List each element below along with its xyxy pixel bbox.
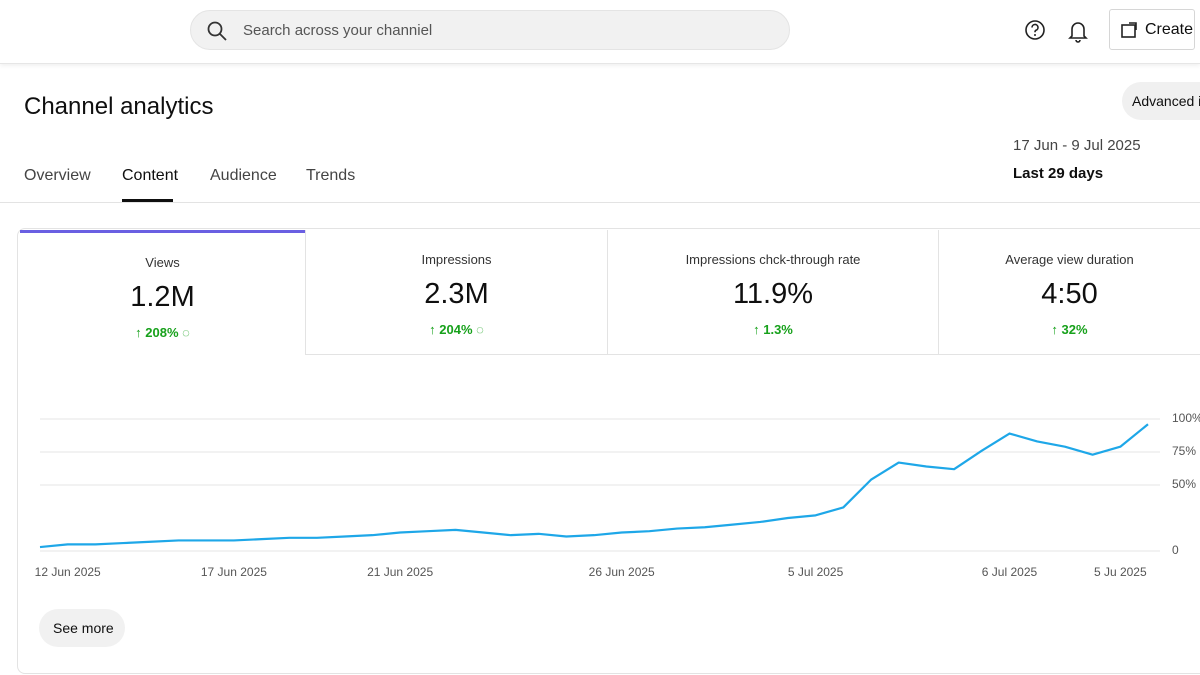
create-button[interactable]: Create (1109, 9, 1195, 50)
tab[interactable]: Content (122, 167, 179, 184)
create-label: Create (1145, 21, 1194, 38)
advanced-label: Advanced i (1132, 93, 1200, 109)
metric-label: Impressions chck-through rate (685, 252, 861, 267)
metric-label: Views (145, 255, 180, 270)
analytics-panel (17, 228, 1200, 674)
metric-value: 11.9% (732, 278, 814, 310)
x-tick-label: 5 Ju 2025 (1094, 565, 1147, 579)
page-title: Channel analytics (24, 93, 214, 120)
divider (0, 202, 1200, 203)
tab[interactable]: Trends (306, 167, 356, 184)
metric-change: ↑ 208% ◌ (135, 325, 190, 340)
y-tick-label: 0 (1172, 543, 1179, 557)
tab[interactable]: Audience (210, 167, 277, 184)
metric-card[interactable]: Average view duration 4:50 ↑ 32% (938, 230, 1200, 355)
search-box[interactable]: Search across your channiel (190, 10, 790, 50)
metric-label: Average view duration (1005, 252, 1134, 267)
metric-change: ↑ 32% (1051, 322, 1088, 337)
metric-change: ↑ 1.3% (753, 322, 793, 337)
metric-change: ↑ 204% ◌ (429, 322, 484, 337)
see-more-label: See more (53, 620, 114, 636)
tab[interactable]: Overview (24, 167, 91, 184)
date-range[interactable]: 17 Jun - 9 Jul 2025 (1013, 137, 1141, 154)
search-icon (207, 21, 227, 41)
notification-icon[interactable] (1067, 19, 1089, 43)
y-tick-label: 75% (1172, 444, 1196, 458)
metric-card[interactable]: Impressions 2.3M ↑ 204% ◌ (305, 230, 607, 355)
x-tick-label: 5 Jul 2025 (788, 565, 844, 579)
advanced-button[interactable]: Advanced i (1122, 82, 1200, 120)
metric-change-value: 32% (1061, 322, 1088, 337)
metric-card[interactable]: Views 1.2M ↑ 208% ◌ (20, 230, 305, 355)
x-tick-label: 17 Jun 2025 (201, 565, 267, 579)
x-tick-label: 12 Jun 2025 (35, 565, 101, 579)
search-placeholder: Search across your channiel (243, 22, 433, 39)
y-tick-label: 50% (1172, 477, 1196, 491)
metric-card[interactable]: Impressions chck-through rate 11.9% ↑ 1.… (607, 230, 938, 355)
y-tick-label: 100% (1172, 411, 1200, 425)
create-icon (1121, 22, 1137, 38)
line-series (39, 423, 1149, 549)
metric-label: Impressions (421, 252, 492, 267)
metric-value: 2.3M (424, 278, 489, 310)
metric-change-value: 208% (145, 325, 179, 340)
help-icon[interactable] (1024, 19, 1046, 41)
metric-change-value: 204% (439, 322, 473, 337)
metric-value: 1.2M (130, 281, 195, 313)
see-more-button[interactable]: See more (39, 609, 125, 647)
metric-value: 4:50 (1041, 278, 1098, 310)
x-tick-label: 21 Jun 2025 (367, 565, 433, 579)
chart: 0 50% 75% 100% 12 Jun 2025 17 Jun 2025 21 Jun … (35, 411, 1200, 579)
metric-change-value: 1.3% (763, 322, 793, 337)
period[interactable]: Last 29 days (1013, 165, 1104, 182)
x-tick-label: 26 Jun 2025 (589, 565, 655, 579)
x-tick-label: 6 Jul 2025 (982, 565, 1038, 579)
active-tab-indicator (122, 199, 173, 202)
